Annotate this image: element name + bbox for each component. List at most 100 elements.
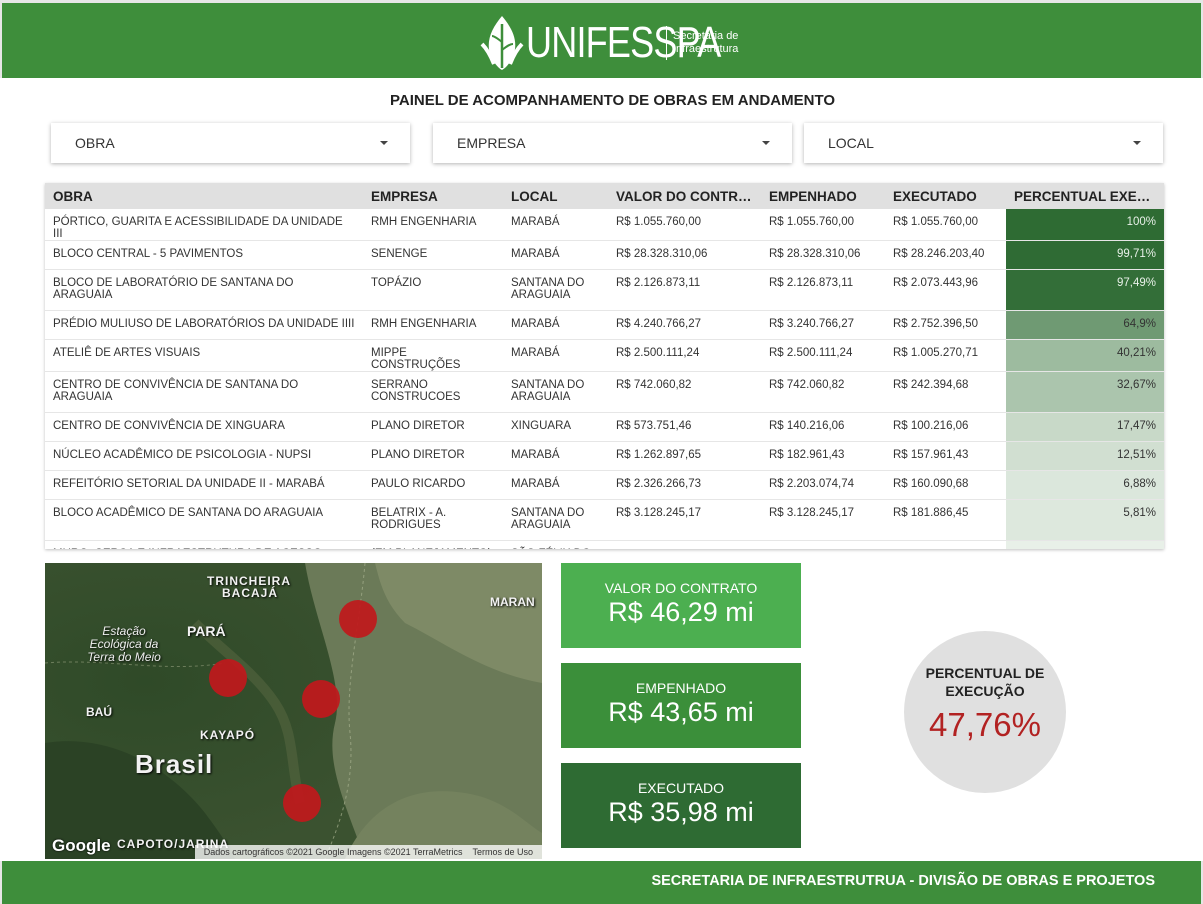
cell-valor: R$ 1.055.760,00 <box>608 209 761 241</box>
map-marker[interactable] <box>302 680 340 718</box>
map-label-estacao-1: Estação <box>102 624 146 638</box>
cell-local: SANTANA DO ARAGUAIA <box>503 499 608 541</box>
cell-executado: R$ 157.961,43 <box>885 441 1006 471</box>
kpi-valor-contrato: VALOR DO CONTRATO R$ 46,29 mi <box>561 563 801 648</box>
cell-local: SÃO FÉLIX DO <box>503 540 608 549</box>
table-row[interactable]: MURO, CERCA E INFRAESTRUTURA DE ACESSO P… <box>45 540 1164 549</box>
table-row[interactable]: PÓRTICO, GUARITA E ACESSIBILIDADE DA UNI… <box>45 209 1164 241</box>
cell-obra: NÚCLEO ACADÊMICO DE PSICOLOGIA - NUPSI <box>45 441 363 471</box>
cell-local: XINGUARA <box>503 412 608 442</box>
cell-percentual: 100% <box>1006 209 1164 241</box>
map-attribution: Dados cartográficos ©2021 Google Imagens… <box>194 845 542 859</box>
table-row[interactable]: BLOCO ACADÊMICO DE SANTANA DO ARAGUAIA BE… <box>45 499 1164 541</box>
cell-obra: BLOCO ACADÊMICO DE SANTANA DO ARAGUAIA <box>45 499 363 541</box>
table-row[interactable]: BLOCO DE LABORATÓRIO DE SANTANA DO ARAGU… <box>45 269 1164 311</box>
cell-local: SANTANA DO ARAGUAIA <box>503 269 608 311</box>
cell-percentual: 32,67% <box>1006 371 1164 413</box>
table-row[interactable]: PRÉDIO MULIUSO DE LABORATÓRIOS DA UNIDAD… <box>45 310 1164 340</box>
cell-obra: ATELIÊ DE ARTES VISUAIS <box>45 339 363 372</box>
map-label-brasil: Brasil <box>135 749 214 779</box>
cell-valor: R$ 573.751,46 <box>608 412 761 442</box>
cell-empresa: TOPÁZIO <box>363 269 503 311</box>
cell-executado: R$ 1.005.270,71 <box>885 339 1006 372</box>
footer-bar: SECRETARIA DE INFRAESTRUTRUA - DIVISÃO D… <box>0 861 1203 904</box>
cell-empenhado: R$ 2.126.873,11 <box>761 269 885 311</box>
cell-empresa: PLANO DIRETOR <box>363 441 503 471</box>
cell-obra: CENTRO DE CONVIVÊNCIA DE XINGUARA <box>45 412 363 442</box>
cell-empenhado: R$ 2.203.074,74 <box>761 470 885 500</box>
cell-empenhado: R$ 3.240.766,27 <box>761 310 885 340</box>
filter-local-dropdown[interactable]: LOCAL <box>804 123 1163 163</box>
map-marker[interactable] <box>283 784 321 822</box>
table-row[interactable]: ATELIÊ DE ARTES VISUAIS MIPPE CONSTRUÇÕES… <box>45 339 1164 372</box>
cell-percentual: 6,88% <box>1006 470 1164 500</box>
col-header-obra[interactable]: OBRA <box>45 183 363 209</box>
table-row[interactable]: CENTRO DE CONVIVÊNCIA DE SANTANA DO ARAG… <box>45 371 1164 413</box>
cell-executado: R$ 181.886,45 <box>885 499 1006 541</box>
col-header-executado[interactable]: EXECUTADO <box>885 183 1006 209</box>
col-header-percentual[interactable]: PERCENTUAL EXEC... <box>1006 183 1164 209</box>
table-header-row: OBRA EMPRESA LOCAL VALOR DO CONTRA... EM… <box>45 183 1164 209</box>
col-header-valor[interactable]: VALOR DO CONTRA... <box>608 183 761 209</box>
cell-local: MARABÁ <box>503 209 608 241</box>
col-header-local[interactable]: LOCAL <box>503 183 608 209</box>
caret-down-icon <box>1133 141 1141 145</box>
cell-empresa: PAULO RICARDO <box>363 470 503 500</box>
map-marker[interactable] <box>339 600 377 638</box>
cell-empresa: (EM PLANEJAMENTO) <box>363 540 503 549</box>
cell-executado: R$ 1.055.760,00 <box>885 209 1006 241</box>
filter-empresa-dropdown[interactable]: EMPRESA <box>433 123 792 163</box>
logo-separator <box>666 26 667 60</box>
cell-local: MARABÁ <box>503 339 608 372</box>
table-row[interactable]: NÚCLEO ACADÊMICO DE PSICOLOGIA - NUPSI PL… <box>45 441 1164 471</box>
cell-executado: R$ 28.246.203,40 <box>885 240 1006 270</box>
cell-valor: R$ 2.326.266,73 <box>608 470 761 500</box>
table-row[interactable]: BLOCO CENTRAL - 5 PAVIMENTOS SENENGE MARAB… <box>45 240 1164 270</box>
table-row[interactable]: REFEITÓRIO SETORIAL DA UNIDADE II - MARA… <box>45 470 1164 500</box>
cell-empenhado: R$ 2.500.111,24 <box>761 339 885 372</box>
map-label-estacao-3: Terra do Meio <box>87 650 161 664</box>
cell-obra: BLOCO DE LABORATÓRIO DE SANTANA DO ARAGU… <box>45 269 363 311</box>
kpi-valor-label: VALOR DO CONTRATO <box>604 580 758 596</box>
map-label-estacao-2: Ecológica da <box>89 637 159 651</box>
cell-executado: R$ 2.073.443,96 <box>885 269 1006 311</box>
cell-executado <box>885 540 1006 549</box>
map-terms-link[interactable]: Termos de Uso <box>472 847 533 857</box>
logo-sub-line1: Secretaria de <box>673 30 739 42</box>
cell-empenhado <box>761 540 885 549</box>
kpi-executado-label: EXECUTADO <box>637 780 725 796</box>
google-logo: Google <box>52 836 111 855</box>
obras-table[interactable]: OBRA EMPRESA LOCAL VALOR DO CONTRA... EM… <box>45 183 1164 549</box>
caret-down-icon <box>762 141 770 145</box>
cell-executado: R$ 242.394,68 <box>885 371 1006 413</box>
cell-valor <box>608 540 761 549</box>
obras-map[interactable]: TRINCHEIRA BACAJÁ Estação Ecológica da T… <box>45 563 542 859</box>
leaf-logo-icon <box>480 16 524 70</box>
caret-down-icon <box>380 141 388 145</box>
cell-empresa: BELATRIX - A. RODRIGUES <box>363 499 503 541</box>
cell-obra: PRÉDIO MULIUSO DE LABORATÓRIOS DA UNIDAD… <box>45 310 363 340</box>
map-marker[interactable] <box>209 659 247 697</box>
filter-obra-dropdown[interactable]: OBRA <box>51 123 410 163</box>
page-title: PAINEL DE ACOMPANHAMENTO DE OBRAS EM AND… <box>389 92 836 109</box>
cell-obra: MURO, CERCA E INFRAESTRUTURA DE ACESSO P… <box>45 540 363 549</box>
cell-empresa: SERRANO CONSTRUCOES <box>363 371 503 413</box>
cell-valor: R$ 2.500.111,24 <box>608 339 761 372</box>
cell-obra: BLOCO CENTRAL - 5 PAVIMENTOS <box>45 240 363 270</box>
filter-obra-label: OBRA <box>75 135 115 151</box>
map-label-trincheira: TRINCHEIRA <box>207 574 291 588</box>
cell-executado: R$ 100.216,06 <box>885 412 1006 442</box>
cell-valor: R$ 4.240.766,27 <box>608 310 761 340</box>
map-label-bau: BAÚ <box>86 705 112 719</box>
map-label-para: PARÁ <box>187 623 226 639</box>
header-bar: UNIFESSPA Secretaria de Infraestrutura <box>0 0 1203 78</box>
map-attribution-text: Dados cartográficos ©2021 Google Imagens… <box>203 847 463 857</box>
table-row[interactable]: CENTRO DE CONVIVÊNCIA DE XINGUARA PLANO D… <box>45 412 1164 442</box>
cell-empenhado: R$ 140.216,06 <box>761 412 885 442</box>
col-header-empenhado[interactable]: EMPENHADO <box>761 183 885 209</box>
logo-text: UNIFESSPA <box>526 18 721 67</box>
col-header-empresa[interactable]: EMPRESA <box>363 183 503 209</box>
map-label-maran: MARAN <box>490 595 535 609</box>
unifesspa-logo: UNIFESSPA Secretaria de Infraestrutura <box>480 13 738 73</box>
cell-percentual: 64,9% <box>1006 310 1164 340</box>
